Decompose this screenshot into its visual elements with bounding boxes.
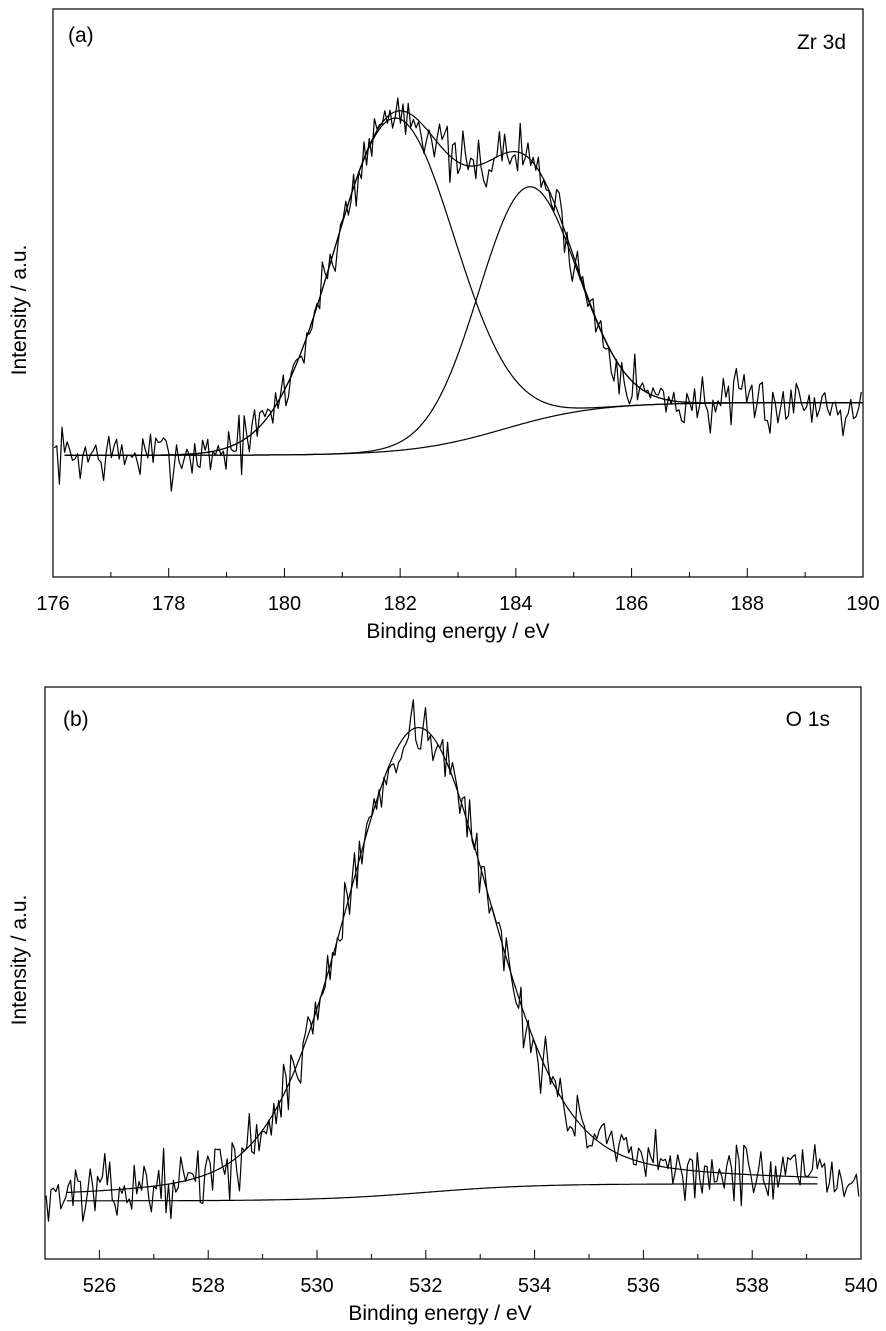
panel-b-fitted-envelope xyxy=(66,727,818,1194)
panel-b-tick-label: 538 xyxy=(736,1275,769,1297)
panel-a-tick-label: 186 xyxy=(615,593,648,615)
panel-a-tick-label: 178 xyxy=(152,593,185,615)
panel-b-x-axis-label: Binding energy / eV xyxy=(348,1302,531,1325)
panel-b-tick-label: 528 xyxy=(192,1275,225,1297)
panel-b-background-line xyxy=(66,1183,818,1202)
panel-a-fitted-peak-2 xyxy=(64,186,863,456)
panel-a-x-tick-labels: 176 178 180 182 184 186 188 190 xyxy=(36,593,879,615)
panel-b: 526 528 530 532 534 536 538 540 (b) O 1s Bindin… xyxy=(8,686,878,1325)
panel-b-label: (b) xyxy=(63,708,89,731)
panel-a-tick-label: 180 xyxy=(268,593,301,615)
panel-b-x-ticks xyxy=(44,1250,862,1259)
panel-b-y-axis-label: Intensity / a.u. xyxy=(8,895,31,1026)
panel-b-tick-label: 530 xyxy=(300,1275,333,1297)
panel-a-background-line xyxy=(64,402,863,456)
panel-b-tick-label: 540 xyxy=(844,1275,877,1297)
panel-b-measured-spectrum xyxy=(45,699,860,1222)
panel-a-y-axis-label: Intensity / a.u. xyxy=(8,245,31,376)
panel-a-curves xyxy=(53,97,863,492)
panel-a-fitted-envelope xyxy=(64,110,863,456)
panel-a-tick-label: 184 xyxy=(499,593,532,615)
panel-b-x-tick-labels: 526 528 530 532 534 536 538 540 xyxy=(83,1275,878,1297)
panel-a-label: (a) xyxy=(68,24,94,47)
panel-a-x-axis-label: Binding energy / eV xyxy=(366,620,549,643)
panel-b-frame xyxy=(44,686,862,1260)
panel-a-tick-label: 176 xyxy=(36,593,69,615)
panel-a-tick-label: 188 xyxy=(731,593,764,615)
panel-b-annotation: O 1s xyxy=(786,708,830,731)
panel-b-tick-label: 526 xyxy=(83,1275,116,1297)
panel-a-fitted-peak-1 xyxy=(64,117,863,456)
panel-a: 176 178 180 182 184 186 188 190 (a) Zr 3d Bindi… xyxy=(8,8,880,643)
panel-a-frame xyxy=(52,8,864,578)
panel-a-measured-spectrum xyxy=(53,97,862,492)
panel-b-tick-label: 536 xyxy=(627,1275,660,1297)
panel-b-tick-label: 532 xyxy=(409,1275,442,1297)
panel-a-tick-label: 182 xyxy=(383,593,416,615)
panel-a-annotation: Zr 3d xyxy=(797,31,846,54)
panel-a-x-ticks xyxy=(52,568,864,577)
panel-b-tick-label: 534 xyxy=(518,1275,551,1297)
panel-b-curves xyxy=(45,699,860,1222)
panel-a-tick-label: 190 xyxy=(846,593,879,615)
